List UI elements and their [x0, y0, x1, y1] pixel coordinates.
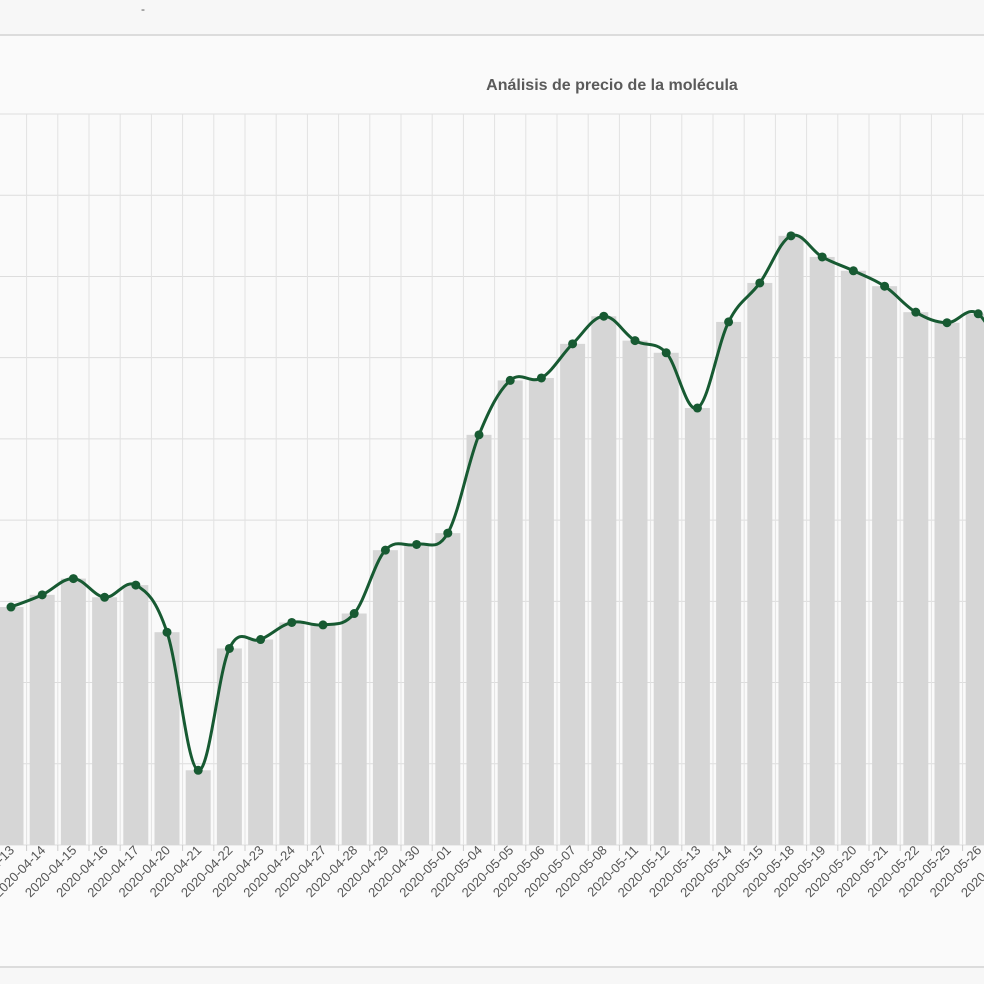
line-point	[817, 252, 827, 262]
line-point	[131, 580, 141, 590]
line-point	[755, 278, 765, 288]
bar	[778, 235, 804, 846]
line-point	[880, 281, 890, 291]
bar	[591, 316, 617, 845]
line-points	[6, 231, 983, 775]
line-point	[911, 307, 921, 317]
bar	[248, 639, 274, 845]
line-point	[380, 545, 390, 555]
line-point	[412, 539, 422, 549]
bar	[965, 313, 984, 846]
bar	[310, 624, 336, 845]
line-point	[68, 574, 78, 584]
top-bar: -	[0, 0, 984, 36]
line-point	[786, 231, 796, 241]
bar	[92, 597, 118, 845]
bar	[466, 434, 492, 845]
line-point	[848, 266, 858, 276]
x-axis-ticks: 2020-04-132020-04-142020-04-152020-04-16…	[0, 843, 984, 901]
bar	[341, 613, 367, 845]
line-point	[224, 643, 234, 653]
bar	[560, 343, 586, 845]
bar	[29, 594, 55, 845]
line-point	[193, 765, 203, 775]
bar	[653, 352, 679, 845]
bar	[716, 321, 742, 845]
bar	[404, 544, 430, 845]
line-point	[162, 627, 172, 637]
line-point	[443, 528, 453, 538]
line-point	[6, 602, 16, 612]
line-point	[256, 635, 266, 645]
line-point	[973, 309, 983, 319]
bar	[903, 312, 929, 845]
bar	[60, 578, 86, 845]
bar	[840, 270, 866, 845]
line-point	[536, 373, 546, 383]
bar	[622, 340, 648, 845]
bar-series	[0, 235, 984, 846]
line-point	[942, 318, 952, 328]
line-point	[505, 375, 515, 385]
bar	[809, 256, 835, 845]
bar	[185, 770, 211, 845]
line-point	[100, 592, 110, 602]
bar	[934, 322, 960, 846]
bar	[279, 622, 305, 845]
bar	[528, 377, 554, 845]
line-point	[630, 336, 640, 346]
line-point	[599, 311, 609, 321]
bottom-divider	[0, 966, 984, 968]
bar	[372, 550, 398, 845]
line-point	[349, 609, 359, 619]
bar	[435, 533, 461, 845]
bar	[684, 408, 710, 845]
line-point	[724, 317, 734, 327]
line-point	[692, 403, 702, 413]
line-point	[661, 348, 671, 358]
chart-title: Análisis de precio de la molécula	[486, 77, 738, 94]
line-point	[474, 430, 484, 440]
header-dash: -	[141, 2, 145, 16]
bar	[0, 607, 24, 845]
bar	[872, 286, 898, 845]
price-line	[10, 233, 984, 772]
line-point	[37, 590, 47, 600]
bar	[123, 585, 149, 845]
bar	[497, 380, 523, 845]
line-point	[287, 617, 297, 627]
line-point	[318, 620, 328, 630]
line-point	[568, 339, 578, 349]
bar	[747, 282, 773, 845]
